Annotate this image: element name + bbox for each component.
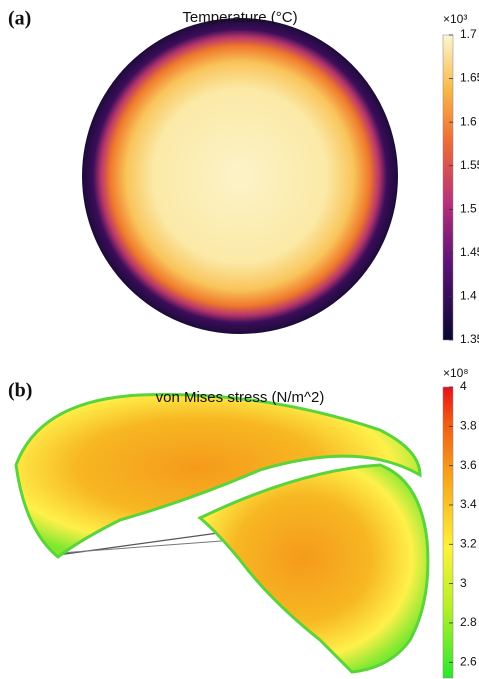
colorbar-tick-label: 1.7 <box>460 27 477 41</box>
chart-title: Temperature (°C) <box>182 9 297 26</box>
colorbar <box>443 35 453 340</box>
colorbar-tick-label: 3.8 <box>460 418 477 432</box>
colorbar-tick-label: 1.4 <box>460 289 477 303</box>
colorbar-tick-label: 1.55 <box>460 158 479 172</box>
panel-label: (b) <box>8 380 32 402</box>
colorbar-tick-label: 1.5 <box>460 201 477 215</box>
colorbar-tick-label: 3.2 <box>460 536 477 550</box>
panel-label: (a) <box>8 8 31 30</box>
colorbar-tick-label: 3.4 <box>460 497 477 511</box>
stress-field <box>16 394 428 672</box>
colorbar-tick-label: 1.35 <box>460 332 479 346</box>
colorbar-tick-label: 3 <box>460 576 467 590</box>
chart-title: von Mises stress (N/m^2) <box>156 389 325 406</box>
colorbar <box>443 387 453 678</box>
figure: (a) Temperature (°C) ×10³ 1.35 1.4 1.45 1.5 1.5… <box>0 0 479 679</box>
colorbar-tick-label: 2.8 <box>460 615 477 629</box>
colorbar-tick-label: 3.6 <box>460 458 477 472</box>
colorbar-tick-label: 1.65 <box>460 71 479 85</box>
colorbar-tick-label: 1.45 <box>460 245 479 259</box>
page: {"chart_data": [ {"type": "heatmap", "pa… <box>0 0 479 679</box>
colorbar-exponent: ×10³ <box>443 12 467 26</box>
colorbar-tick-label: 1.6 <box>460 114 477 128</box>
colorbar-tick-label: 4 <box>460 379 467 393</box>
temperature-field <box>82 18 398 334</box>
colorbar-exponent: ×10⁸ <box>443 366 468 380</box>
colorbar-tick-label: 2.6 <box>460 654 477 668</box>
